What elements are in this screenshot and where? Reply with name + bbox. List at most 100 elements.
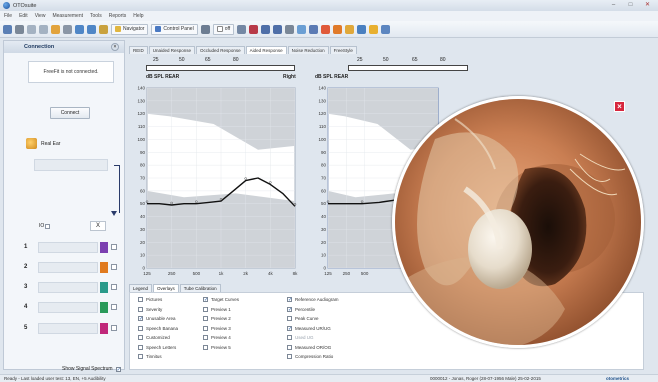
overlay-option[interactable]: Pictures	[138, 297, 162, 302]
program-row[interactable]: 3	[24, 281, 117, 293]
globe-icon[interactable]	[357, 24, 367, 34]
maximize-button[interactable]: □	[628, 2, 633, 8]
overlay-checkbox[interactable]: ✓	[138, 316, 144, 322]
program-row[interactable]: 5	[24, 322, 117, 334]
report-icon[interactable]	[75, 24, 84, 34]
help-icon[interactable]	[99, 24, 108, 34]
overlay-checkbox[interactable]: ✓	[287, 297, 293, 303]
overlay-option[interactable]: ✓ Reference Audiogram	[287, 297, 339, 303]
overlay-option[interactable]: Compression Ratio	[287, 354, 333, 359]
tab-overlays[interactable]: Overlays	[153, 284, 179, 292]
print-icon[interactable]	[15, 24, 24, 34]
program-checkbox[interactable]	[111, 284, 117, 290]
overlay-option[interactable]: ✓ Measured UR/UG	[287, 325, 331, 332]
off-toggle[interactable]: off	[212, 23, 235, 35]
real-ear-selector[interactable]: Real Ear	[26, 138, 60, 149]
close-image-button[interactable]: ×	[614, 101, 625, 112]
overlay-checkbox[interactable]	[138, 297, 143, 302]
io-toggle[interactable]: IO	[39, 223, 51, 229]
overlay-option[interactable]: Preview 2	[203, 316, 231, 321]
overlay-option[interactable]: Preview 1	[203, 306, 231, 312]
overlay-option[interactable]: Customized	[138, 335, 170, 340]
overlay-option[interactable]: Preview 3	[203, 325, 231, 331]
tab-reid[interactable]: REID	[129, 46, 148, 54]
camera-icon[interactable]	[297, 24, 307, 34]
overlay-option[interactable]: Preview 4	[203, 335, 231, 340]
overlay-checkbox[interactable]: ✓	[287, 325, 293, 332]
menu-file[interactable]: File	[4, 13, 13, 19]
x-button[interactable]: X	[90, 221, 106, 231]
redo-icon[interactable]	[39, 24, 48, 34]
close-window-button[interactable]: ✕	[644, 2, 651, 8]
program-row[interactable]: 2	[24, 261, 117, 273]
checkbox-tool-icon[interactable]	[237, 24, 247, 34]
tab-noise-reduction[interactable]: Noise Reduction	[287, 46, 329, 54]
overlay-checkbox[interactable]	[138, 306, 143, 312]
program-row[interactable]: 4	[24, 301, 117, 313]
menu-reports[interactable]: Reports	[108, 13, 127, 19]
undo-icon[interactable]	[27, 24, 36, 34]
overlay-checkbox[interactable]	[203, 335, 208, 340]
overlay-option[interactable]: Severity	[138, 306, 162, 312]
overlay-checkbox[interactable]	[203, 316, 208, 321]
overlay-checkbox[interactable]	[287, 354, 292, 359]
overlay-checkbox[interactable]	[138, 344, 143, 350]
menu-tools[interactable]: Tools	[90, 13, 102, 19]
image-icon[interactable]	[273, 24, 283, 34]
close-panel-icon[interactable]: ×	[111, 43, 119, 51]
overlay-checkbox[interactable]	[138, 354, 143, 359]
report-2-icon[interactable]	[87, 24, 96, 34]
tab-tube-calibration[interactable]: Tube Calibration	[179, 284, 221, 292]
program-checkbox[interactable]	[111, 264, 117, 270]
overlay-option[interactable]: Used UG	[287, 335, 314, 340]
tab-freestyle[interactable]: FreeStyle	[329, 46, 357, 54]
overlay-option[interactable]: Measured OR/OG	[287, 344, 331, 350]
settings-icon[interactable]	[381, 24, 391, 34]
menu-measurement[interactable]: Measurement	[52, 13, 84, 19]
connect-button[interactable]: Connect	[50, 107, 90, 119]
screen-icon[interactable]	[261, 24, 271, 34]
overlay-checkbox[interactable]	[203, 325, 208, 331]
ear-orange-icon[interactable]	[333, 24, 343, 34]
measure-icon[interactable]	[200, 24, 210, 34]
ear-red-icon[interactable]	[321, 24, 331, 34]
navigator-button[interactable]: Navigator	[111, 23, 149, 35]
menu-view[interactable]: View	[34, 13, 46, 19]
overlay-option[interactable]: ✓ Percentile	[287, 306, 315, 312]
overlay-checkbox[interactable]	[287, 335, 292, 340]
overlay-option[interactable]: Peak Curve	[287, 316, 319, 321]
io-checkbox[interactable]	[45, 223, 51, 229]
overlay-checkbox[interactable]	[287, 316, 292, 321]
overlay-option[interactable]: Speech Letters	[138, 344, 176, 350]
overlay-checkbox[interactable]	[203, 306, 208, 312]
program-checkbox[interactable]	[111, 325, 117, 331]
overlay-option[interactable]: ✓ Unusable Area	[138, 316, 176, 322]
tab-occluded-response[interactable]: Occluded Response	[196, 46, 245, 54]
menu-edit[interactable]: Edit	[19, 13, 28, 19]
sun-icon[interactable]	[369, 24, 379, 34]
pen-icon[interactable]	[285, 24, 295, 34]
ear-yellow-icon[interactable]	[345, 24, 355, 34]
headset-icon[interactable]	[63, 24, 72, 34]
overlay-option[interactable]: Preview 5	[203, 344, 231, 350]
overlay-checkbox[interactable]: ✓	[203, 297, 209, 303]
program-checkbox[interactable]	[111, 244, 117, 250]
minimize-button[interactable]: –	[611, 2, 616, 8]
overlay-checkbox[interactable]	[138, 335, 143, 340]
level-slider-left[interactable]	[146, 65, 295, 71]
show-signal-spectrum-checkbox[interactable]: ✓	[115, 366, 121, 373]
tab-aided-response[interactable]: Aided Response	[245, 46, 287, 54]
person-icon[interactable]	[51, 24, 60, 34]
tab-unaided-response[interactable]: Unaided Response	[148, 46, 196, 54]
calendar-icon[interactable]	[249, 24, 259, 34]
overlay-option[interactable]: Tinnitus	[138, 354, 162, 359]
overlay-option[interactable]: Speech Banana	[138, 325, 178, 331]
overlay-checkbox[interactable]	[287, 344, 292, 350]
save-icon[interactable]	[3, 24, 12, 34]
overlay-option[interactable]: ✓ Target Curves	[203, 297, 239, 303]
level-slider-right[interactable]	[348, 65, 468, 71]
overlay-checkbox[interactable]	[203, 344, 208, 350]
window-icon[interactable]	[309, 24, 319, 34]
show-signal-spectrum-option[interactable]: Show Signal Spectrum ✓	[62, 366, 121, 372]
